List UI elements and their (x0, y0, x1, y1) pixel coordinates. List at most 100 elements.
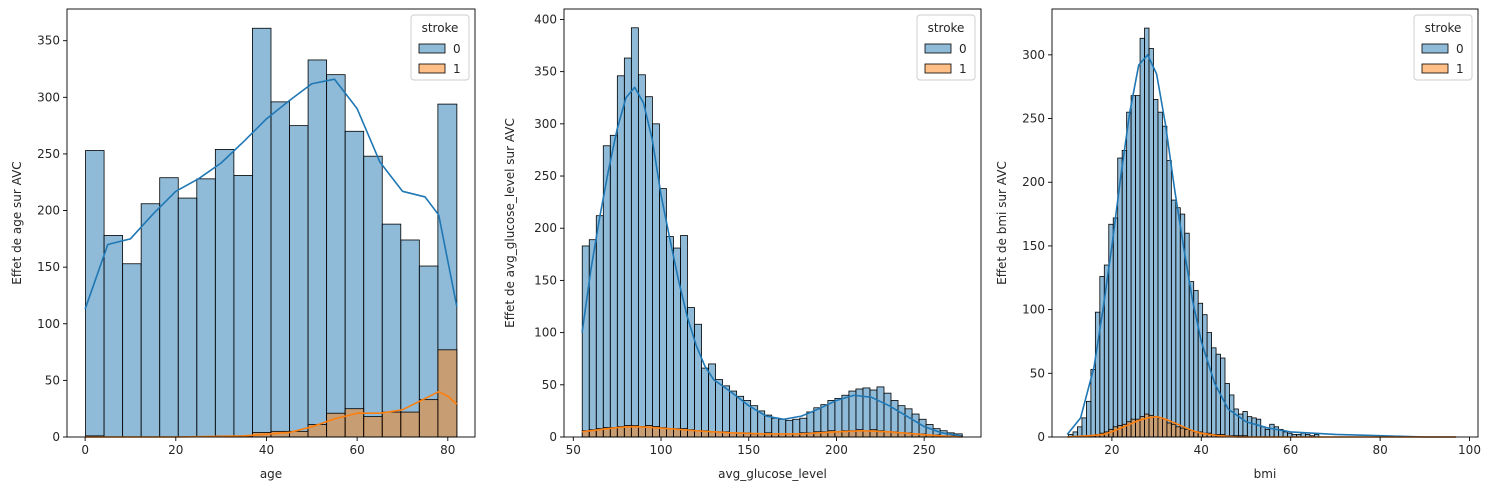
x-axis-label: age (260, 467, 282, 481)
histogram-bar (1175, 426, 1181, 438)
histogram-bar (1179, 427, 1186, 438)
histogram-bar (645, 96, 653, 438)
histogram-bar (307, 59, 328, 438)
y-tick-label: 0 (1037, 430, 1045, 444)
histogram-bar (103, 235, 124, 438)
histogram-bar (666, 236, 674, 438)
legend-swatch-0 (924, 43, 952, 54)
legend: stroke 0 1 (410, 14, 470, 81)
histogram-bar (363, 416, 383, 438)
histogram-bar (1130, 95, 1136, 438)
histogram-bar (1170, 199, 1177, 438)
y-tick-label: 50 (542, 378, 557, 392)
histogram-bar (659, 188, 667, 438)
y-tick-label: 100 (1022, 303, 1045, 317)
y-tick-label: 200 (37, 204, 60, 218)
axes-frame (66, 8, 476, 438)
histogram-bar (637, 426, 646, 438)
histogram-bar (1273, 426, 1280, 438)
histogram-bar (1197, 302, 1204, 438)
x-tick-label: 100 (650, 443, 673, 457)
histogram-bar (1242, 411, 1248, 438)
histogram-bar (344, 130, 365, 438)
kde-line-0 (84, 78, 458, 310)
histogram-bar (862, 387, 871, 438)
histogram-bar (1170, 423, 1177, 438)
histogram-bar (1184, 428, 1190, 438)
axes-frame (563, 8, 982, 438)
legend-swatch-1 (1421, 63, 1449, 74)
histogram-bar (1144, 27, 1150, 438)
x-tick-label: 80 (1372, 443, 1387, 457)
histogram-bar (1255, 418, 1262, 438)
histogram-bar (1081, 417, 1087, 438)
histogram-bar (1251, 417, 1257, 438)
kde-line-1 (1067, 415, 1457, 438)
y-tick-label: 250 (1022, 112, 1045, 126)
x-tick-label: 20 (168, 443, 183, 457)
histogram-series-0 (581, 27, 963, 438)
histogram-bar (1264, 428, 1271, 438)
histogram-bar (252, 27, 272, 438)
histogram-bar (1148, 414, 1154, 438)
histogram-bar (1166, 160, 1172, 438)
y-tick-label: 300 (37, 90, 60, 104)
histogram-bar (1157, 417, 1163, 438)
y-tick-label: 300 (534, 117, 557, 131)
histogram-bar (715, 379, 723, 438)
x-tick-label: 50 (566, 443, 581, 457)
x-tick-label: 40 (1194, 443, 1209, 457)
histogram-bar (616, 75, 625, 438)
histogram-bar (1153, 99, 1159, 438)
histogram-bar (326, 74, 346, 438)
chart-panel-bmi: 20 40 60 80 100 0 50 100 150 200 250 300 bmi Effet de… (995, 8, 1481, 481)
legend-title: stroke (928, 21, 965, 35)
x-tick-label: 60 (349, 443, 364, 457)
histogram-bar (122, 263, 142, 438)
histogram-bar (637, 74, 646, 438)
histogram-bar (1121, 149, 1128, 438)
y-tick-label: 50 (45, 373, 60, 387)
legend-label-1: 1 (1456, 62, 1464, 76)
x-tick-label: 100 (1458, 443, 1481, 457)
legend-title: stroke (1425, 21, 1462, 35)
legend: stroke 0 1 (1413, 14, 1473, 81)
chart-panel-age: 0 20 40 60 80 0 50 100 150 200 250 300 350 age Effet d… (10, 8, 476, 481)
kde-line-1 (581, 425, 962, 438)
histogram-bar (1246, 416, 1253, 438)
legend-title: stroke (422, 21, 459, 35)
x-tick-label: 0 (81, 443, 89, 457)
histogram-bar (1175, 207, 1181, 438)
y-tick-label: 0 (549, 430, 557, 444)
histogram-bar (381, 223, 402, 438)
kde-line-0 (581, 86, 962, 437)
histogram-bar (1157, 111, 1163, 438)
histogram-bar (381, 411, 402, 438)
legend-swatch-1 (924, 63, 952, 74)
histogram-bar (1162, 418, 1168, 438)
histogram-series-1 (581, 425, 963, 438)
y-axis-label: Effet de age sur AVC (10, 161, 24, 284)
y-tick-label: 50 (1030, 366, 1045, 380)
legend-label-1: 1 (959, 62, 967, 76)
histogram-bar (1112, 217, 1119, 438)
y-tick-label: 200 (534, 221, 557, 235)
y-tick-label: 0 (52, 430, 60, 444)
y-tick-label: 350 (37, 34, 60, 48)
histogram-bar (623, 57, 632, 438)
histogram-series-1 (1090, 413, 1248, 438)
histogram-bar (140, 203, 161, 438)
histogram-bar (1153, 416, 1159, 438)
x-tick-label: 250 (913, 443, 936, 457)
chart-panel-avg_glucose_level: 50 100 150 200 250 0 50 100 150 200 250 300 350 400 av… (503, 8, 982, 481)
histogram-bar (1135, 95, 1141, 438)
histogram-bar (609, 134, 618, 438)
y-tick-label: 150 (534, 273, 557, 287)
histogram-bar (666, 428, 674, 438)
histogram-bar (876, 386, 885, 438)
x-tick-label: 150 (737, 443, 760, 457)
x-tick-label: 60 (1283, 443, 1298, 457)
y-tick-label: 100 (534, 326, 557, 340)
x-tick-label: 20 (1104, 443, 1119, 457)
histogram-bar (400, 411, 420, 438)
